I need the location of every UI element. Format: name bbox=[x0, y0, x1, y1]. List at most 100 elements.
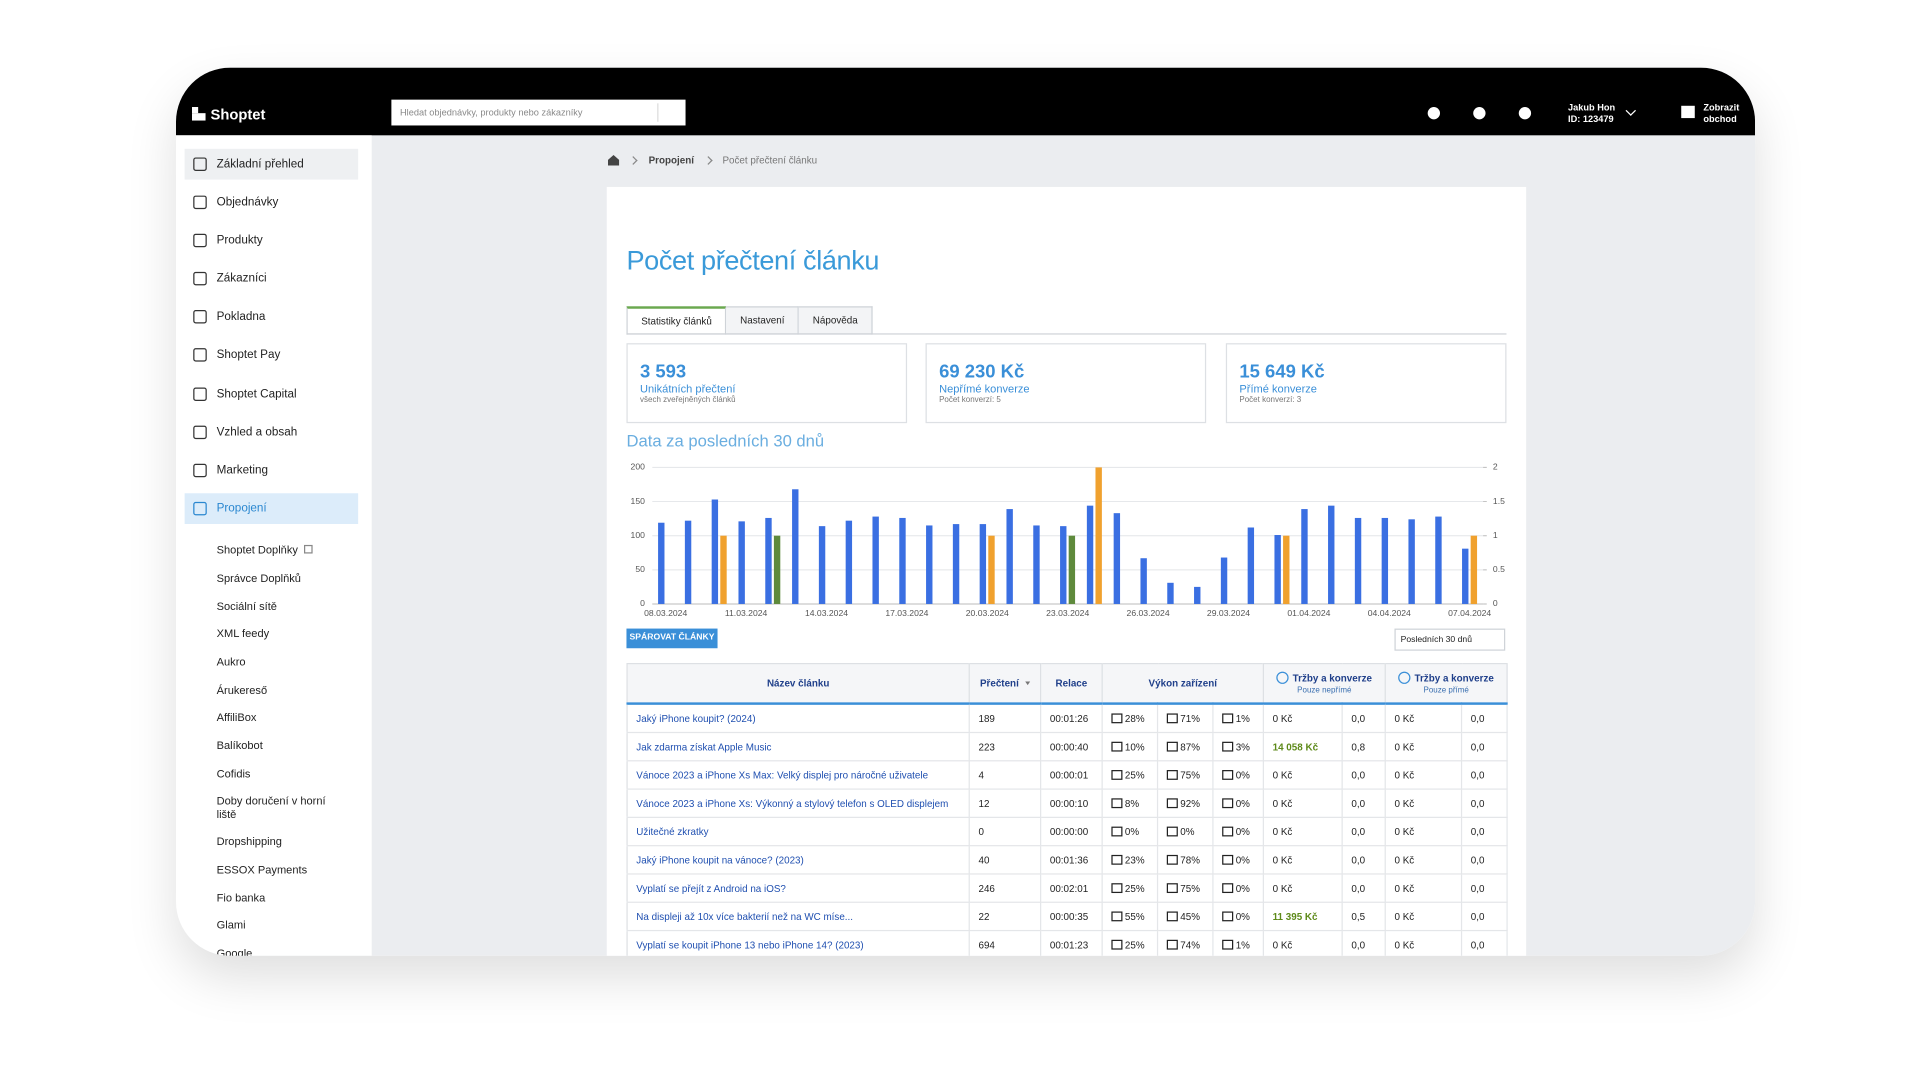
sub-nav-item[interactable]: Balíkobot bbox=[216, 739, 263, 752]
table-cell: 25% bbox=[1102, 873, 1159, 903]
table-cell: 71% bbox=[1157, 703, 1214, 734]
pair-button[interactable]: SPÁROVAT ČLÁNKY bbox=[626, 628, 718, 649]
article-link[interactable]: Vyplatí se koupit iPhone 13 nebo iPhone … bbox=[627, 930, 970, 956]
period-select[interactable]: Posledních 30 dnů bbox=[1394, 628, 1506, 651]
search-box[interactable]: Hledat objednávky, produkty nebo zákazní… bbox=[391, 99, 686, 126]
sub-nav-item[interactable]: Google bbox=[216, 947, 253, 956]
user-menu[interactable]: Jakub Hon ID: 123479 bbox=[1568, 102, 1615, 124]
bar bbox=[1470, 535, 1478, 604]
article-link[interactable]: Vyplatí se přejít z Android na iOS? bbox=[627, 873, 970, 903]
nav-item[interactable]: Propojení bbox=[184, 493, 359, 524]
article-link[interactable]: Jaký iPhone koupit na vánoce? (2023) bbox=[627, 845, 970, 875]
home-icon[interactable] bbox=[607, 154, 621, 166]
x-tick-label: 04.04.2024 bbox=[1368, 608, 1411, 618]
store-link[interactable]: Zobrazit obchod bbox=[1703, 102, 1740, 125]
y-tick-label: 100 bbox=[631, 530, 646, 540]
bar bbox=[658, 522, 665, 604]
help-icon[interactable] bbox=[1518, 107, 1532, 120]
table-cell: 0 Kč bbox=[1385, 817, 1463, 847]
nav-item[interactable]: Základní přehled bbox=[184, 148, 359, 180]
sub-nav-item[interactable]: Správce Doplňků bbox=[216, 571, 301, 585]
article-link[interactable]: Užitečné zkratky bbox=[627, 817, 970, 847]
nav-item[interactable]: Shoptet Pay bbox=[185, 340, 359, 371]
nav-item[interactable]: Objednávky bbox=[185, 187, 359, 218]
article-link[interactable]: Vánoce 2023 a iPhone Xs Max: Velký displ… bbox=[627, 760, 970, 790]
column-header[interactable]: Přečtení bbox=[969, 663, 1042, 705]
column-title: Název článku bbox=[766, 677, 830, 689]
sub-nav-item[interactable]: Sociální sítě bbox=[216, 599, 277, 612]
chart-title: Data za posledních 30 dnů bbox=[626, 431, 825, 451]
y2-tick-label: 1.5 bbox=[1493, 496, 1505, 506]
bar bbox=[1435, 516, 1442, 604]
column-header: Výkon zařízení bbox=[1102, 663, 1265, 705]
nav-item[interactable]: Marketing bbox=[185, 455, 359, 486]
y-tick-label: 200 bbox=[631, 462, 646, 472]
table-cell: 87% bbox=[1157, 732, 1214, 762]
column-note: Pouze přímé bbox=[1423, 686, 1469, 695]
academy-icon[interactable] bbox=[1427, 107, 1441, 120]
chart: 0 50 100 150 200 0 0.5 1 1.5 2 08.03.2024 11.03.202… bbox=[631, 462, 1506, 618]
sub-nav-item[interactable]: ESSOX Payments bbox=[216, 863, 308, 876]
sub-nav-item[interactable]: Fio banka bbox=[216, 891, 266, 904]
y-tick-label: 150 bbox=[631, 496, 646, 506]
tab-underline bbox=[626, 333, 1507, 335]
column-header: Relace bbox=[1040, 663, 1103, 705]
y2-tick-label: 0.5 bbox=[1493, 564, 1505, 574]
sub-nav-item[interactable]: Glami bbox=[216, 919, 246, 932]
table-cell: 0% bbox=[1212, 817, 1265, 847]
table-cell: 0,0 bbox=[1342, 817, 1386, 847]
nav-item[interactable]: Produkty bbox=[185, 225, 359, 256]
table-cell: 0 Kč bbox=[1385, 845, 1463, 875]
article-link[interactable]: Vánoce 2023 a iPhone Xs: Výkonný a stylo… bbox=[627, 789, 970, 818]
article-link[interactable]: Na displeji až 10x více bakterií než na … bbox=[627, 902, 970, 932]
table-cell: 0,8 bbox=[1342, 732, 1386, 762]
sub-nav-item[interactable]: AffiliBox bbox=[216, 711, 257, 724]
sub-nav-item[interactable]: Shoptet Doplňky bbox=[217, 536, 340, 564]
nav-item[interactable]: Pokladna bbox=[185, 302, 359, 333]
nav-item[interactable]: Vzhled a obsah bbox=[185, 417, 359, 448]
table-cell: 0,5 bbox=[1342, 902, 1386, 932]
table-cell: 223 bbox=[969, 732, 1042, 762]
bar bbox=[738, 521, 745, 604]
breadcrumb-separator bbox=[628, 156, 638, 165]
tab[interactable]: Statistiky článků bbox=[626, 306, 727, 335]
table-row: Vánoce 2023 a iPhone Xs: Výkonný a stylo… bbox=[627, 789, 1508, 818]
stat-note: Počet konverzí: 3 bbox=[1239, 396, 1302, 405]
store-icon bbox=[1681, 105, 1695, 119]
y2-tick-label: 2 bbox=[1493, 462, 1498, 472]
sub-nav-item[interactable]: Aukro bbox=[216, 655, 246, 668]
sub-nav-item[interactable]: Cofidis bbox=[216, 767, 251, 780]
table-cell: 4 bbox=[969, 760, 1042, 790]
article-link[interactable]: Jak zdarma získat Apple Music bbox=[627, 732, 970, 762]
table-cell: 12 bbox=[969, 789, 1042, 818]
article-link[interactable]: Jaký iPhone koupit? (2024) bbox=[627, 703, 970, 734]
bar bbox=[818, 526, 826, 604]
table-cell: 0 Kč bbox=[1385, 902, 1463, 932]
user-name: Jakub Hon bbox=[1568, 102, 1616, 114]
tab[interactable]: Nastavení bbox=[726, 306, 800, 335]
bar bbox=[952, 524, 960, 604]
nav-item[interactable]: Zákazníci bbox=[185, 264, 359, 295]
bar bbox=[979, 524, 987, 604]
table-cell: 0,0 bbox=[1461, 732, 1508, 762]
bar bbox=[1328, 505, 1335, 604]
table-cell: 55% bbox=[1102, 902, 1159, 932]
table-row: Vánoce 2023 a iPhone Xs Max: Velký displ… bbox=[627, 760, 1508, 790]
sub-nav-item[interactable]: Doby doručení v horní liště bbox=[216, 794, 326, 820]
stat-label: Unikátních přečtení bbox=[640, 382, 736, 395]
page-title: Počet přečtení článku bbox=[626, 244, 880, 276]
bar bbox=[988, 535, 995, 604]
tab[interactable]: Nápověda bbox=[799, 306, 873, 335]
bar bbox=[684, 520, 692, 604]
sub-nav-item[interactable]: XML feedy bbox=[216, 627, 270, 640]
nav-item[interactable]: Shoptet Capital bbox=[185, 378, 359, 409]
sub-nav-item[interactable]: Dropshipping bbox=[216, 835, 282, 848]
table-cell: 0,0 bbox=[1461, 845, 1508, 875]
notifications-icon[interactable] bbox=[1473, 107, 1486, 120]
breadcrumb-link[interactable]: Propojení bbox=[648, 154, 695, 167]
bar bbox=[1095, 467, 1102, 604]
sub-nav-item[interactable]: Árukereső bbox=[216, 683, 268, 696]
table-cell: 00:01:26 bbox=[1040, 703, 1103, 734]
logo[interactable]: Shoptet bbox=[192, 106, 265, 123]
